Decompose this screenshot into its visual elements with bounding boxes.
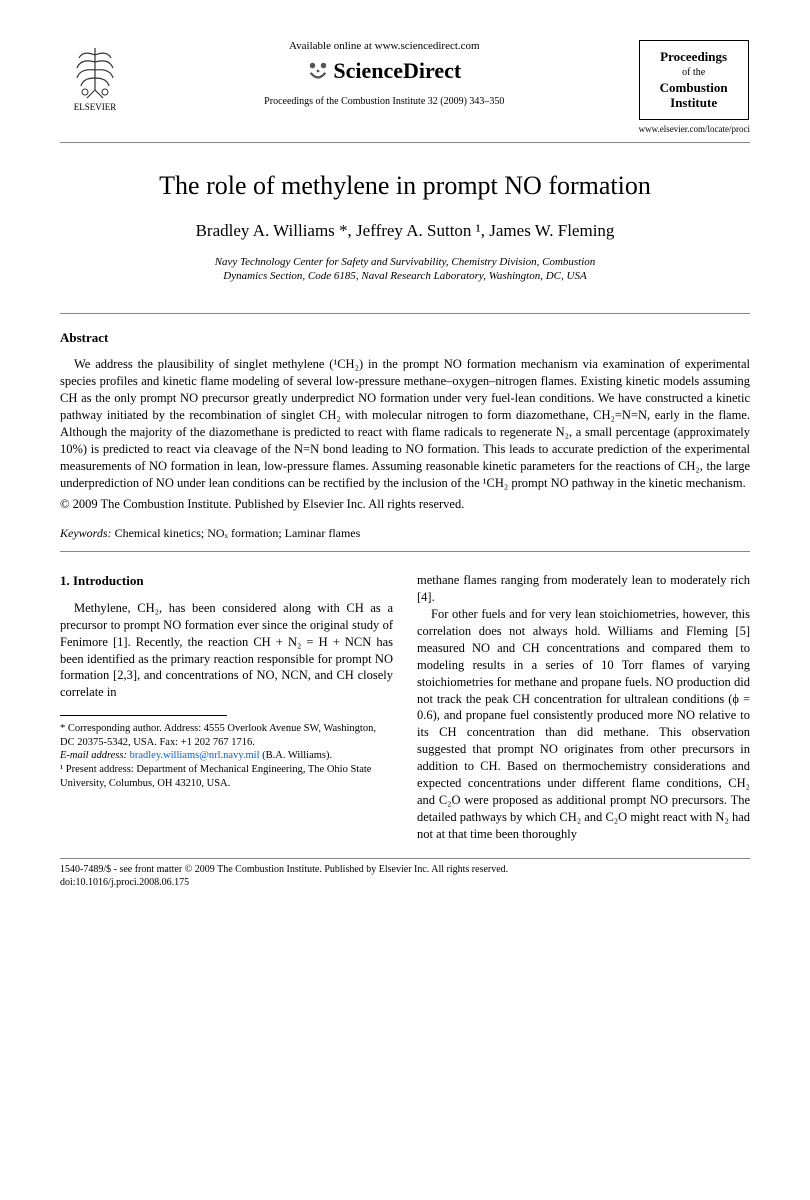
email-suffix: (B.A. Williams). bbox=[262, 750, 332, 761]
footnote-separator bbox=[60, 715, 227, 716]
article-title: The role of methylene in prompt NO forma… bbox=[60, 171, 750, 201]
sciencedirect-text: ScienceDirect bbox=[333, 58, 461, 84]
footnote-email: E-mail address: bradley.williams@nrl.nav… bbox=[60, 749, 393, 763]
elsevier-logo: ELSEVIER bbox=[60, 40, 130, 112]
elsevier-tree-icon bbox=[65, 40, 125, 100]
keywords-label: Keywords: bbox=[60, 526, 112, 540]
post-abstract-rule bbox=[60, 551, 750, 552]
keywords-line: Keywords: Chemical kinetics; NOₓ formati… bbox=[60, 526, 750, 541]
affiliation: Navy Technology Center for Safety and Su… bbox=[60, 255, 750, 284]
journal-box-sub1: of the bbox=[646, 67, 742, 78]
affiliation-line1: Navy Technology Center for Safety and Su… bbox=[215, 256, 596, 268]
header-rule bbox=[60, 142, 750, 143]
footer-rule bbox=[60, 858, 750, 859]
journal-box-wrapper: Proceedings of the Combustion Institute … bbox=[639, 40, 750, 134]
footnote-present-address: ¹ Present address: Department of Mechani… bbox=[60, 763, 393, 790]
journal-box-line4: Institute bbox=[646, 95, 742, 111]
abstract-copyright: © 2009 The Combustion Institute. Publish… bbox=[60, 497, 750, 512]
intro-paragraph-1: Methylene, CH₂, has been considered alon… bbox=[60, 600, 393, 701]
right-col-p1: methane flames ranging from moderately l… bbox=[417, 572, 750, 606]
keywords-values: Chemical kinetics; NOₓ formation; Lamina… bbox=[115, 526, 361, 540]
right-column: methane flames ranging from moderately l… bbox=[417, 572, 750, 842]
body-columns: 1. Introduction Methylene, CH₂, has been… bbox=[60, 572, 750, 842]
authors-line: Bradley A. Williams *, Jeffrey A. Sutton… bbox=[60, 221, 750, 241]
footer-text: 1540-7489/$ - see front matter © 2009 Th… bbox=[60, 863, 750, 889]
right-col-p2: For other fuels and for very lean stoich… bbox=[417, 606, 750, 842]
journal-reference: Proceedings of the Combustion Institute … bbox=[140, 96, 629, 107]
journal-url: www.elsevier.com/locate/proci bbox=[639, 124, 750, 134]
page-header: ELSEVIER Available online at www.science… bbox=[60, 40, 750, 134]
sciencedirect-logo: ScienceDirect bbox=[140, 58, 629, 84]
journal-box: Proceedings of the Combustion Institute bbox=[639, 40, 749, 120]
email-link[interactable]: bradley.williams@nrl.navy.mil bbox=[130, 750, 260, 761]
sciencedirect-icon bbox=[307, 60, 329, 82]
email-label: E-mail address: bbox=[60, 750, 127, 761]
journal-box-title: Proceedings bbox=[646, 49, 742, 65]
footnote-corresponding: * Corresponding author. Address: 4555 Ov… bbox=[60, 722, 393, 749]
abstract-section: Abstract We address the plausibility of … bbox=[60, 330, 750, 541]
available-online-text: Available online at www.sciencedirect.co… bbox=[140, 40, 629, 52]
abstract-text: We address the plausibility of singlet m… bbox=[60, 356, 750, 491]
abstract-heading: Abstract bbox=[60, 330, 750, 346]
left-column: 1. Introduction Methylene, CH₂, has been… bbox=[60, 572, 393, 842]
center-header: Available online at www.sciencedirect.co… bbox=[130, 40, 639, 107]
affiliation-line2: Dynamics Section, Code 6185, Naval Resea… bbox=[223, 270, 586, 282]
intro-heading: 1. Introduction bbox=[60, 572, 393, 590]
journal-box-line3: Combustion bbox=[646, 80, 742, 96]
footer-line1: 1540-7489/$ - see front matter © 2009 Th… bbox=[60, 864, 508, 875]
footer-doi: doi:10.1016/j.proci.2008.06.175 bbox=[60, 877, 189, 888]
elsevier-label: ELSEVIER bbox=[60, 102, 130, 112]
pre-abstract-rule bbox=[60, 313, 750, 314]
